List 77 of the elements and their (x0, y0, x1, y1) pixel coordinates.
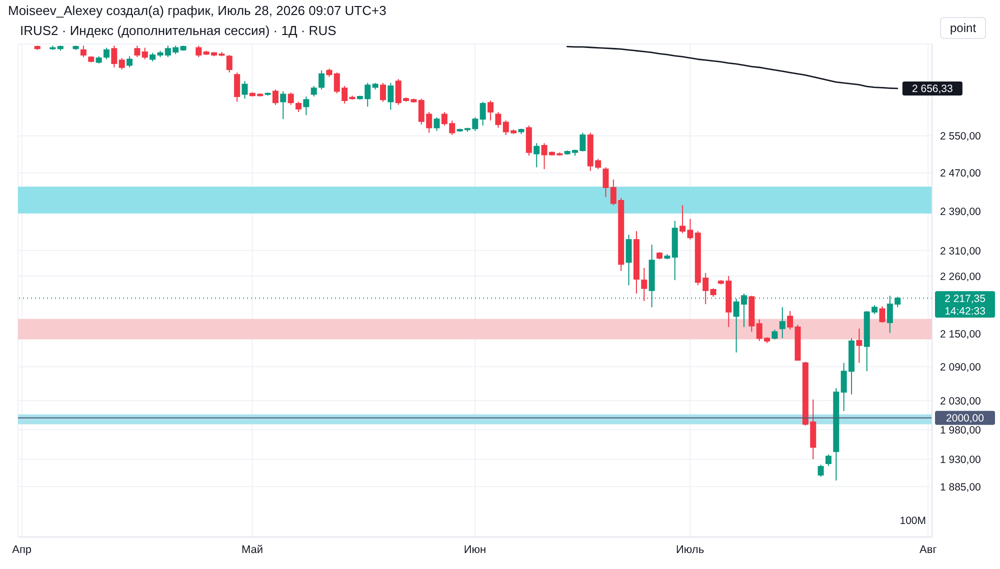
y-tick-label: 2 390,00 (940, 206, 982, 218)
candlestick (879, 306, 886, 324)
y-tick-label: 2 150,00 (940, 328, 982, 341)
candlestick (833, 388, 840, 482)
y-tick-label: 1 930,00 (940, 454, 982, 466)
candlestick (196, 45, 202, 58)
annotation: 100M (900, 515, 926, 527)
ref-line-label: 2000,00 (946, 412, 984, 425)
candlestick (34, 45, 40, 50)
candlestick (434, 116, 440, 132)
line-series (566, 46, 898, 90)
candlestick (349, 95, 356, 100)
y-tick-label: 2 090,00 (940, 362, 982, 374)
chart-title: IRUS2 · Индекс (дополнительная сессия) · 1Д · RUS (20, 23, 336, 38)
candlestick (388, 82, 394, 110)
candlestick (633, 230, 640, 294)
candlestick (518, 128, 524, 135)
candlestick (242, 80, 248, 100)
candlestick (88, 56, 94, 63)
x-tick-label: Июн (464, 544, 486, 556)
data-label: 2 656,33 (912, 83, 954, 96)
candlestick (641, 267, 648, 302)
x-tick-label: Апр (12, 544, 32, 556)
candlestick (664, 254, 670, 260)
y-tick-label: 1 885,00 (940, 481, 982, 494)
x-tick-label: Май (241, 544, 264, 556)
candlestick (534, 142, 540, 168)
candlestick (80, 45, 86, 58)
candlestick (280, 90, 286, 120)
candlestick (50, 45, 56, 50)
y-tick-label: 2 030,00 (940, 395, 982, 408)
y-tick-label: 1 980,00 (940, 424, 982, 436)
y-tick-label: 2 310,00 (940, 245, 982, 258)
candlestick (57, 45, 64, 52)
candlestick (856, 328, 862, 364)
candlestick (748, 295, 755, 332)
y-tick-label: 2 550,00 (940, 130, 982, 143)
candlestick (180, 45, 186, 52)
candlestick (118, 57, 125, 70)
candlestick (526, 124, 532, 156)
candlestick (372, 82, 378, 90)
candlestick (126, 56, 133, 68)
candlestick (234, 72, 240, 102)
candlestick (142, 47, 148, 60)
candlestick (825, 454, 832, 466)
y-tick-label: 2 260,00 (940, 270, 982, 283)
candlestick (326, 68, 332, 78)
candlestick (96, 56, 102, 64)
chart-subtitle: Moiseev_Alexey создал(а) график, Июль 28, 2026 09:07 UTC+3 (8, 3, 386, 18)
candlestick (72, 45, 79, 50)
x-tick-label: Авг (920, 544, 937, 556)
candlestick (626, 234, 632, 286)
y-axis-title: point (940, 17, 986, 39)
candlestick (103, 47, 110, 60)
x-tick-label: Июль (676, 544, 704, 556)
candlestick (710, 288, 716, 298)
candlestick (296, 101, 302, 112)
candlestick (818, 464, 824, 478)
candlestick (488, 100, 494, 121)
candlestick (303, 96, 310, 116)
candlestick (264, 92, 271, 96)
candlestick (656, 252, 662, 260)
candlestick (134, 45, 140, 58)
candlestick (779, 306, 786, 339)
candlestick (150, 52, 156, 62)
candlestick (672, 220, 678, 281)
candlestick (772, 329, 778, 340)
candlestick (480, 101, 486, 126)
y-tick-label: 2 470,00 (940, 168, 982, 180)
candlestick (111, 45, 118, 68)
ref-line-label: 2 217,35 14:42:33 (944, 292, 986, 318)
candlestick (272, 88, 278, 106)
candlestick (380, 82, 386, 102)
candlestick (602, 166, 609, 198)
candlestick (226, 54, 232, 74)
candlestick (495, 111, 502, 128)
candlestick (288, 92, 294, 106)
